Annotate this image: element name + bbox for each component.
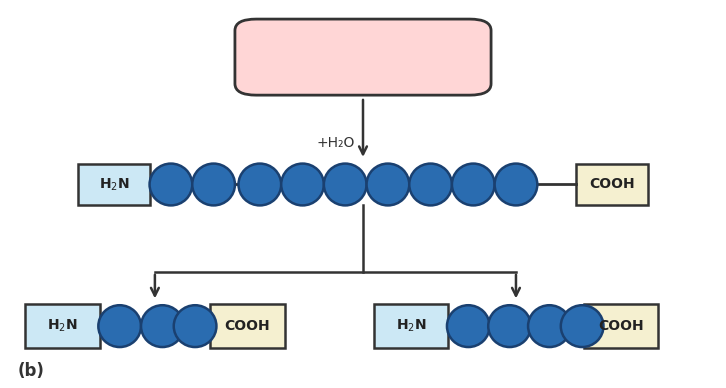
- FancyBboxPatch shape: [210, 304, 285, 348]
- Text: H$_2$N: H$_2$N: [99, 176, 129, 193]
- Ellipse shape: [281, 164, 324, 205]
- Ellipse shape: [488, 305, 531, 347]
- Text: H$_2$N: H$_2$N: [47, 318, 78, 334]
- Text: COOH: COOH: [224, 319, 270, 333]
- Text: (b): (b): [18, 362, 45, 380]
- FancyBboxPatch shape: [576, 164, 648, 205]
- Ellipse shape: [174, 305, 216, 347]
- FancyBboxPatch shape: [235, 19, 491, 95]
- Ellipse shape: [452, 164, 494, 205]
- Ellipse shape: [192, 164, 235, 205]
- Ellipse shape: [447, 305, 489, 347]
- Ellipse shape: [494, 164, 537, 205]
- Ellipse shape: [367, 164, 409, 205]
- Ellipse shape: [150, 164, 192, 205]
- Ellipse shape: [141, 305, 184, 347]
- Ellipse shape: [324, 164, 367, 205]
- FancyBboxPatch shape: [25, 304, 99, 348]
- FancyBboxPatch shape: [78, 164, 150, 205]
- Text: COOH: COOH: [590, 177, 635, 192]
- Ellipse shape: [528, 305, 571, 347]
- Text: +H₂O: +H₂O: [317, 136, 355, 150]
- Text: COOH: COOH: [598, 319, 644, 333]
- Ellipse shape: [409, 164, 452, 205]
- FancyBboxPatch shape: [374, 304, 449, 348]
- FancyBboxPatch shape: [584, 304, 658, 348]
- Ellipse shape: [238, 164, 281, 205]
- Text: H$_2$N: H$_2$N: [396, 318, 426, 334]
- Ellipse shape: [98, 305, 141, 347]
- Ellipse shape: [560, 305, 603, 347]
